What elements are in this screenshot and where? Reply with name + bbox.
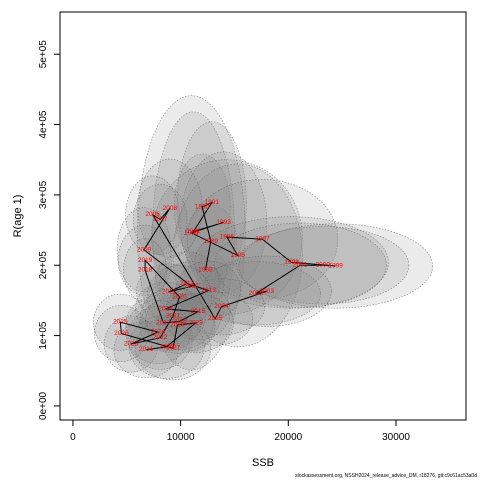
year-label-1992: 1992 <box>186 228 201 235</box>
x-tick-label: 30000 <box>382 432 410 443</box>
trajectory-line <box>119 201 336 351</box>
year-label-2010: 2010 <box>184 283 199 290</box>
year-label-2002: 2002 <box>249 290 264 297</box>
year-label-2021: 2021 <box>166 312 181 319</box>
year-label-1995: 1995 <box>230 252 245 259</box>
y-tick-label: 4e+05 <box>38 110 49 139</box>
year-label-2008: 2008 <box>163 205 178 212</box>
y-tick-label: 0e+00 <box>38 391 49 420</box>
y-tick-label: 5e+05 <box>38 40 49 69</box>
year-label-2031: 2031 <box>139 346 154 353</box>
y-axis: 0e+00 1e+05 2e+05 3e+05 4e+05 5e+05 <box>38 40 60 420</box>
year-label-2012: 2012 <box>180 280 195 287</box>
year-label-1988: 1988 <box>198 267 213 274</box>
y-tick-label: 1e+05 <box>38 321 49 350</box>
year-label-2014: 2014 <box>158 305 173 312</box>
year-label-2000: 2000 <box>316 262 331 269</box>
year-label-2018: 2018 <box>138 267 153 274</box>
y-tick-label: 3e+05 <box>38 180 49 209</box>
year-label-1990: 1990 <box>195 203 210 210</box>
year-label-1991: 1991 <box>205 199 220 206</box>
year-label-2022: 2022 <box>153 334 168 341</box>
year-label-2026: 2026 <box>114 330 129 337</box>
x-axis-label: SSB <box>252 457 274 469</box>
year-label-2020: 2020 <box>172 293 187 300</box>
plot-frame <box>59 11 467 421</box>
year-label-2007: 2007 <box>153 216 168 223</box>
y-tick-label: 2e+05 <box>38 251 49 280</box>
year-label-1994: 1994 <box>184 229 199 236</box>
year-label-2001: 2001 <box>293 262 308 269</box>
year-label-1993: 1993 <box>216 219 231 226</box>
x-axis: 0 10000 20000 30000 <box>70 420 410 443</box>
year-label-1997: 1997 <box>255 236 270 243</box>
year-label-1998: 1998 <box>284 259 299 266</box>
y-axis-label: R(age 1) <box>12 195 24 238</box>
year-label-2027: 2027 <box>166 345 181 352</box>
year-label-2019: 2019 <box>138 257 153 264</box>
year-label-2004: 2004 <box>214 303 229 310</box>
year-label-2013: 2013 <box>201 287 216 294</box>
year-label-2009: 2009 <box>137 246 152 253</box>
year-label-2029: 2029 <box>188 319 203 326</box>
year-label-2030: 2030 <box>159 343 174 350</box>
year-label-2015: 2015 <box>191 308 206 315</box>
x-tick-label: 20000 <box>274 432 302 443</box>
year-label-2006: 2006 <box>145 211 160 218</box>
year-label-2023: 2023 <box>124 341 139 348</box>
year-label-1996: 1996 <box>220 234 235 241</box>
year-label-1999: 1999 <box>328 262 343 269</box>
year-label-1989: 1989 <box>204 238 219 245</box>
year-label-2003: 2003 <box>260 288 275 295</box>
year-label-2011: 2011 <box>162 288 176 295</box>
year-label-2005: 2005 <box>208 315 223 322</box>
footer-text: stockassessment.org, NSSH2024_release_ad… <box>295 473 477 479</box>
year-label-2028: 2028 <box>170 322 185 329</box>
x-tick-label: 10000 <box>167 432 195 443</box>
year-label-2017: 2017 <box>156 319 171 326</box>
year-label-2016: 2016 <box>172 318 187 325</box>
year-label-2025: 2025 <box>113 319 128 326</box>
x-tick-label: 0 <box>70 432 76 443</box>
year-label-2024: 2024 <box>151 329 166 336</box>
